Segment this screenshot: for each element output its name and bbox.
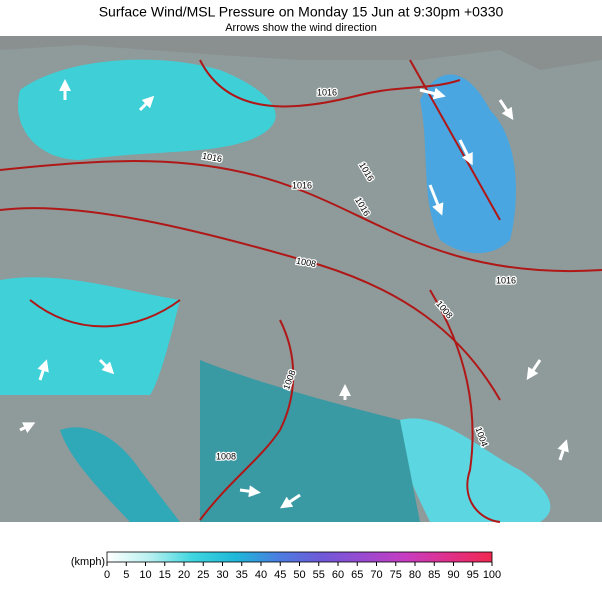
colorbar-tick-label: 95 (467, 569, 479, 581)
colorbar-tick-label: 100 (483, 569, 501, 581)
colorbar-tick-label: 40 (255, 569, 267, 581)
red-sea (60, 427, 180, 522)
black-sea (18, 59, 276, 160)
colorbar-tick-label: 15 (159, 569, 171, 581)
desert (200, 360, 420, 522)
colorbar-tick-label: 35 (236, 569, 248, 581)
map: 1016101610161016101610081008100810081004… (0, 36, 602, 523)
land-north (0, 36, 602, 70)
colorbar-tick-label: 65 (351, 569, 363, 581)
subtitle: Arrows show the wind direction (225, 22, 377, 34)
isobars (0, 59, 602, 523)
colorbar-tick-label: 60 (332, 569, 344, 581)
colorbar-tick-label: 70 (370, 569, 382, 581)
colorbar-tick-label: 55 (313, 569, 325, 581)
isobar-label: 1016 (496, 275, 516, 285)
isobar-label: 1016 (201, 151, 222, 164)
colorbar-tick-label: 50 (293, 569, 305, 581)
colorbar-tick-label: 5 (123, 569, 129, 581)
colorbar-tick-label: 90 (447, 569, 459, 581)
colorbar-tick-label: 80 (409, 569, 421, 581)
colorbar-tick-label: 85 (428, 569, 440, 581)
colorbar-tick-label: 75 (390, 569, 402, 581)
colorbar-tick-label: 30 (216, 569, 228, 581)
legend-unit: (kmph) (71, 556, 105, 568)
colorbar-tick-label: 45 (274, 569, 286, 581)
title: Surface Wind/MSL Pressure on Monday 15 J… (99, 4, 504, 20)
isobar-label: 1016 (292, 180, 312, 190)
colorbar (106, 551, 493, 563)
wind-arrows (19, 79, 569, 509)
colorbar-tick-label: 0 (104, 569, 110, 581)
colorbar-tick-label: 25 (197, 569, 209, 581)
isobar-label: 1016 (317, 87, 337, 97)
colorbar-tick-label: 20 (178, 569, 190, 581)
colorbar-tick-label: 10 (139, 569, 151, 581)
isobar-label: 1008 (216, 451, 236, 461)
persian-gulf (399, 418, 551, 522)
isobar-label: 1008 (295, 256, 316, 269)
